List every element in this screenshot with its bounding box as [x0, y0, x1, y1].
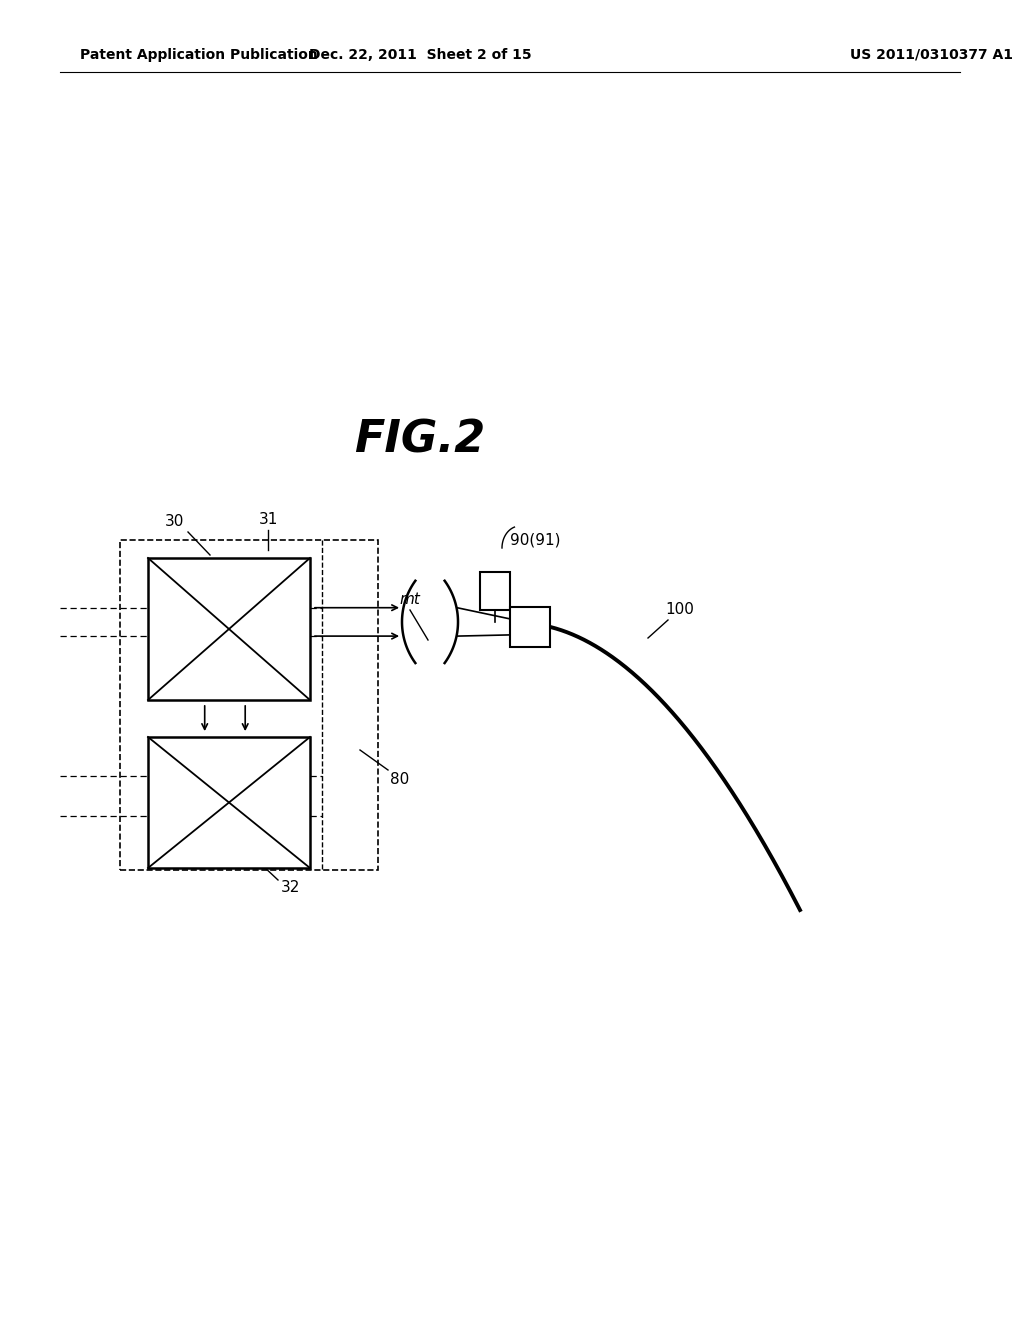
Text: 31: 31: [258, 512, 278, 528]
Bar: [510, 607, 550, 647]
Bar: [148, 737, 310, 869]
Text: 80: 80: [390, 772, 410, 788]
Text: 32: 32: [281, 880, 300, 895]
Bar: [120, 540, 378, 870]
Bar: [480, 572, 510, 610]
Text: 90(91): 90(91): [510, 532, 560, 548]
Text: US 2011/0310377 A1: US 2011/0310377 A1: [850, 48, 1013, 62]
Text: FIG.2: FIG.2: [354, 418, 485, 462]
Text: Dec. 22, 2011  Sheet 2 of 15: Dec. 22, 2011 Sheet 2 of 15: [308, 48, 531, 62]
Bar: [148, 558, 310, 700]
Text: mt: mt: [399, 593, 421, 607]
Text: 30: 30: [165, 515, 184, 529]
Text: 100: 100: [666, 602, 694, 618]
Text: Patent Application Publication: Patent Application Publication: [80, 48, 317, 62]
